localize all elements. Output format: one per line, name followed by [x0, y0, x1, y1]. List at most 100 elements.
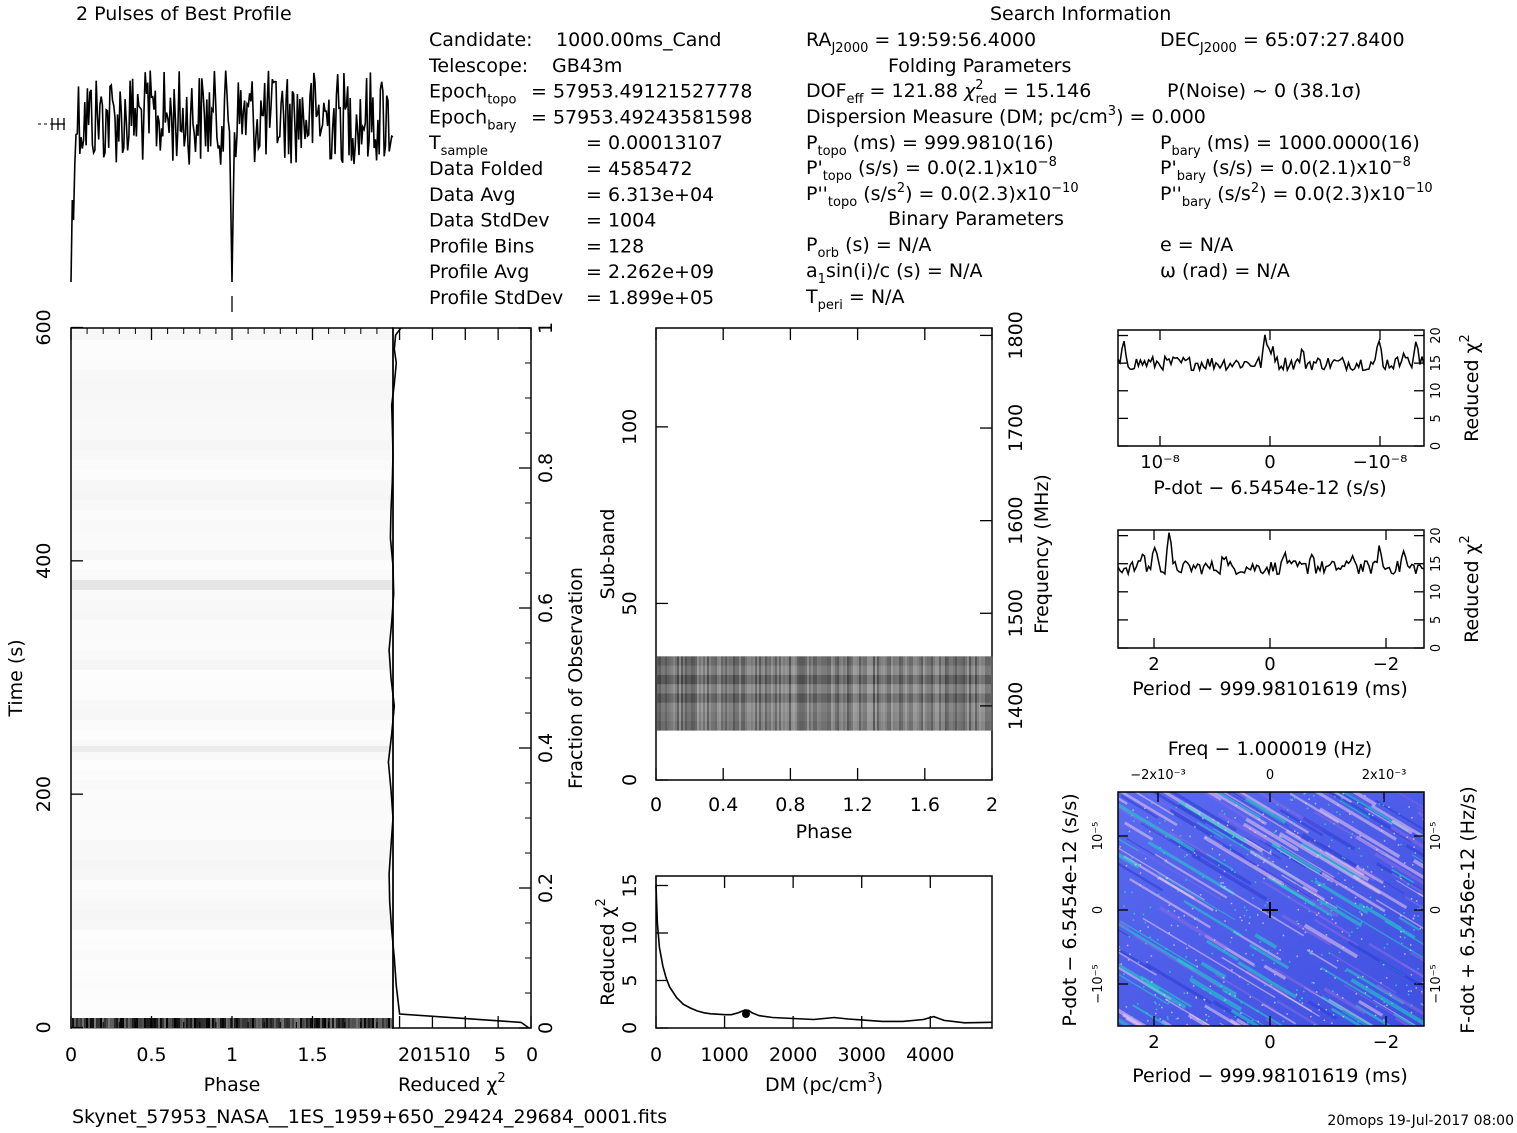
- band-column: [919, 656, 921, 731]
- band-column: [839, 656, 841, 731]
- ppdot-speck: [1186, 854, 1188, 856]
- time-row-cell: [230, 1018, 232, 1028]
- band-column: [667, 656, 669, 731]
- ppdot-speck: [1207, 1008, 1210, 1010]
- ppdot-speck: [1205, 1013, 1207, 1016]
- ppdot-streak: [1393, 1012, 1417, 1026]
- ppdot-speck: [1363, 878, 1366, 880]
- time-row-cell: [156, 1018, 158, 1028]
- ppdot-speck: [1147, 1020, 1149, 1022]
- time-row-cell: [110, 1018, 112, 1028]
- ppdot-speck: [1169, 971, 1171, 973]
- time-row-cell: [142, 1018, 144, 1028]
- ppdot-streak: [1219, 884, 1305, 937]
- folding-header: Folding Parameters: [888, 55, 1071, 77]
- band-column: [677, 656, 679, 731]
- ppdot-speck: [1159, 846, 1161, 849]
- ppdot-speck: [1222, 976, 1225, 979]
- pdot-frame: [1117, 329, 1425, 447]
- band-column: [953, 656, 955, 731]
- dec-text: DECJ2000 = 65:07:27.8400: [1160, 29, 1405, 56]
- ppdot-speck: [1141, 978, 1144, 981]
- ppdot-speck: [1303, 793, 1305, 795]
- pdot-axes: 10⁻⁸ 0 −10⁻⁸ 0 5 10 15 20: [1118, 327, 1444, 473]
- time-row-cell: [184, 1018, 186, 1028]
- ppdot-streak: [1265, 1018, 1280, 1026]
- time-row-cell: [246, 1018, 248, 1028]
- ppdot-streak: [1328, 951, 1397, 994]
- ppdot-speck: [1254, 816, 1257, 819]
- ppdot-speck: [1137, 961, 1140, 963]
- band-column: [733, 656, 735, 731]
- band-column: [891, 656, 893, 731]
- band-column: [905, 656, 907, 731]
- ppdot-speck: [1294, 830, 1296, 833]
- search-y-tick: 5: [1429, 616, 1444, 624]
- ppdot-speck: [1249, 916, 1251, 919]
- time-row-band: [72, 380, 392, 390]
- ppdot-streak: [1391, 868, 1415, 884]
- ppdot-speck: [1285, 865, 1288, 868]
- chi-time-plot: 201510 5 000.20.40.60.81 Reduced χ2 Fracti…: [387, 322, 587, 1096]
- band-column: [991, 656, 993, 731]
- time-row-band: [72, 560, 392, 570]
- ppdot-speck: [1280, 851, 1282, 853]
- band-column: [729, 656, 731, 731]
- ppdot-speck: [1328, 952, 1331, 955]
- subband-phase-tick: 0.4: [708, 794, 738, 816]
- band-column: [895, 656, 897, 731]
- ppdot-speck: [1215, 909, 1217, 912]
- ppdot-speck: [1334, 795, 1336, 798]
- ppdot-speck: [1382, 804, 1385, 807]
- time-row-cell: [94, 1018, 96, 1028]
- ppdot-speck: [1240, 1001, 1243, 1004]
- ppdot-top-tick: 2x10⁻³: [1362, 768, 1407, 783]
- time-row-cell: [176, 1018, 178, 1028]
- ppdot-speck: [1357, 976, 1359, 979]
- time-row-cell: [296, 1018, 298, 1028]
- dm-frame: [655, 875, 993, 1029]
- time-row-cell: [158, 1018, 160, 1028]
- time-row-cell: [282, 1018, 284, 1028]
- band-column: [701, 656, 703, 731]
- time-row-band: [72, 770, 392, 780]
- time-row-cell: [182, 1018, 184, 1028]
- ppdot-speck: [1252, 954, 1254, 956]
- ppdot-speck: [1381, 825, 1383, 827]
- ppdot-speck: [1330, 839, 1333, 842]
- time-row-cell: [202, 1018, 204, 1028]
- band-column: [779, 656, 781, 731]
- ppdot-speck: [1279, 949, 1282, 951]
- ppdot-speck: [1195, 996, 1197, 998]
- ppdot-speck: [1232, 836, 1234, 838]
- ppdot-streak: [1411, 854, 1424, 863]
- band-column: [867, 656, 869, 731]
- ppdot-streak: [1289, 792, 1340, 824]
- ppdot-speck: [1286, 809, 1289, 811]
- ppdot-speck: [1247, 983, 1249, 986]
- dm-plot: 0 1000 2000 3000 4000 0 5 10 15 DM (pc/cm3) Redu…: [594, 873, 993, 1096]
- ppdot-speck: [1268, 857, 1270, 859]
- ppdot-speck: [1208, 1015, 1210, 1018]
- ppdot-speck: [1335, 884, 1338, 886]
- ppdot-streak: [1285, 829, 1370, 882]
- band-row: [657, 693, 991, 703]
- fraction-tick-label: 0.4: [535, 733, 557, 763]
- ppdot-speck: [1297, 908, 1300, 911]
- ppdot-speck: [1264, 835, 1267, 837]
- band-column: [855, 656, 857, 731]
- time-row-cell: [204, 1018, 206, 1028]
- fraction-tick-label: 0.8: [535, 453, 557, 483]
- ppdot-speck: [1254, 881, 1257, 884]
- ppdot-speck: [1234, 909, 1237, 911]
- time-row-band: [72, 550, 392, 560]
- time-row-band: [72, 750, 392, 760]
- ppdot-streak: [1081, 916, 1107, 932]
- time-row-cell: [128, 1018, 130, 1028]
- ppdot-speck: [1273, 1001, 1276, 1004]
- pnoise-text: P(Noise) ~ 0 (38.1σ): [1167, 80, 1361, 102]
- time-row-band: [72, 440, 392, 450]
- dm-redchi-label: Reduced χ2: [594, 898, 619, 1006]
- ppdot-speck: [1224, 885, 1226, 888]
